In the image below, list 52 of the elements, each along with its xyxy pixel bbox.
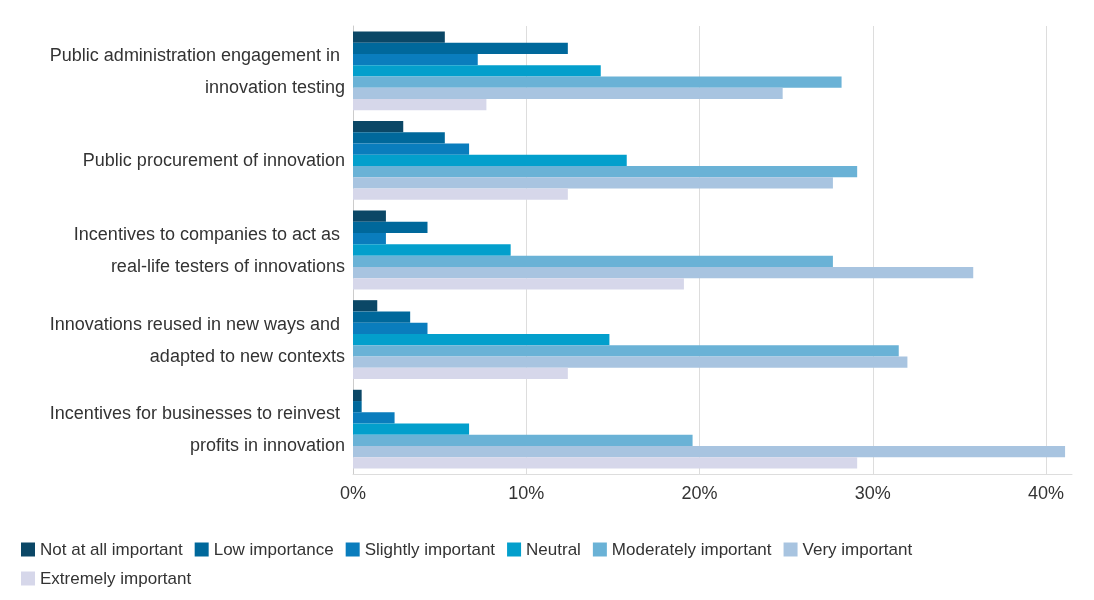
y-tick-label: Innovations reused in new ways and adapted to new contexts (49, 313, 345, 366)
y-tick-label: Public procurement of innovation (82, 150, 345, 171)
bar (353, 76, 842, 88)
x-tick-label: 10% (508, 483, 545, 503)
bar (353, 31, 445, 43)
bar (353, 255, 833, 267)
bar (353, 65, 601, 77)
bar (353, 401, 362, 413)
bar (353, 154, 627, 167)
bar (353, 389, 362, 402)
bar (353, 412, 395, 424)
legend-label: Slightly important (364, 540, 496, 559)
bar (353, 434, 693, 447)
bar (353, 345, 899, 357)
x-tick-label: 0% (339, 483, 367, 503)
bar (353, 221, 428, 234)
bar (353, 423, 470, 435)
legend-label: Low importance (213, 540, 334, 559)
legend-label: Moderately important (611, 540, 772, 559)
y-tick-label: Incentives for businesses to reinvest profits in innovation (49, 403, 345, 456)
y-tick-label: Incentives to companies to act as real-life testers of innovations (73, 224, 345, 276)
bar (353, 210, 386, 222)
bar (353, 120, 404, 133)
bar (353, 188, 568, 200)
bar (353, 42, 568, 54)
bar (353, 98, 487, 111)
bar (353, 446, 1066, 458)
bar (353, 87, 783, 99)
bar (353, 311, 411, 323)
bar (353, 278, 684, 290)
legend-label: Extremely important (40, 569, 192, 588)
bar (353, 457, 858, 469)
y-tick-label: Public administration engagement in innovation testing (49, 44, 345, 97)
bar (353, 266, 974, 279)
bar (353, 132, 445, 144)
x-tick-label: 30% (854, 483, 891, 503)
bar (353, 53, 478, 66)
bar (353, 356, 908, 368)
legend-label: Very important (802, 540, 913, 559)
bar (353, 322, 428, 334)
legend-label: Not at all important (40, 540, 183, 559)
x-tick-label: 40% (1028, 483, 1065, 503)
x-tick-label: 20% (681, 483, 718, 503)
legend-label: Neutral (526, 540, 581, 559)
bar (353, 300, 378, 312)
bar (353, 244, 511, 256)
bar (353, 367, 568, 380)
bar (353, 233, 386, 245)
bar (353, 177, 833, 189)
bar (353, 143, 470, 155)
bar (353, 333, 610, 346)
bar (353, 166, 858, 178)
